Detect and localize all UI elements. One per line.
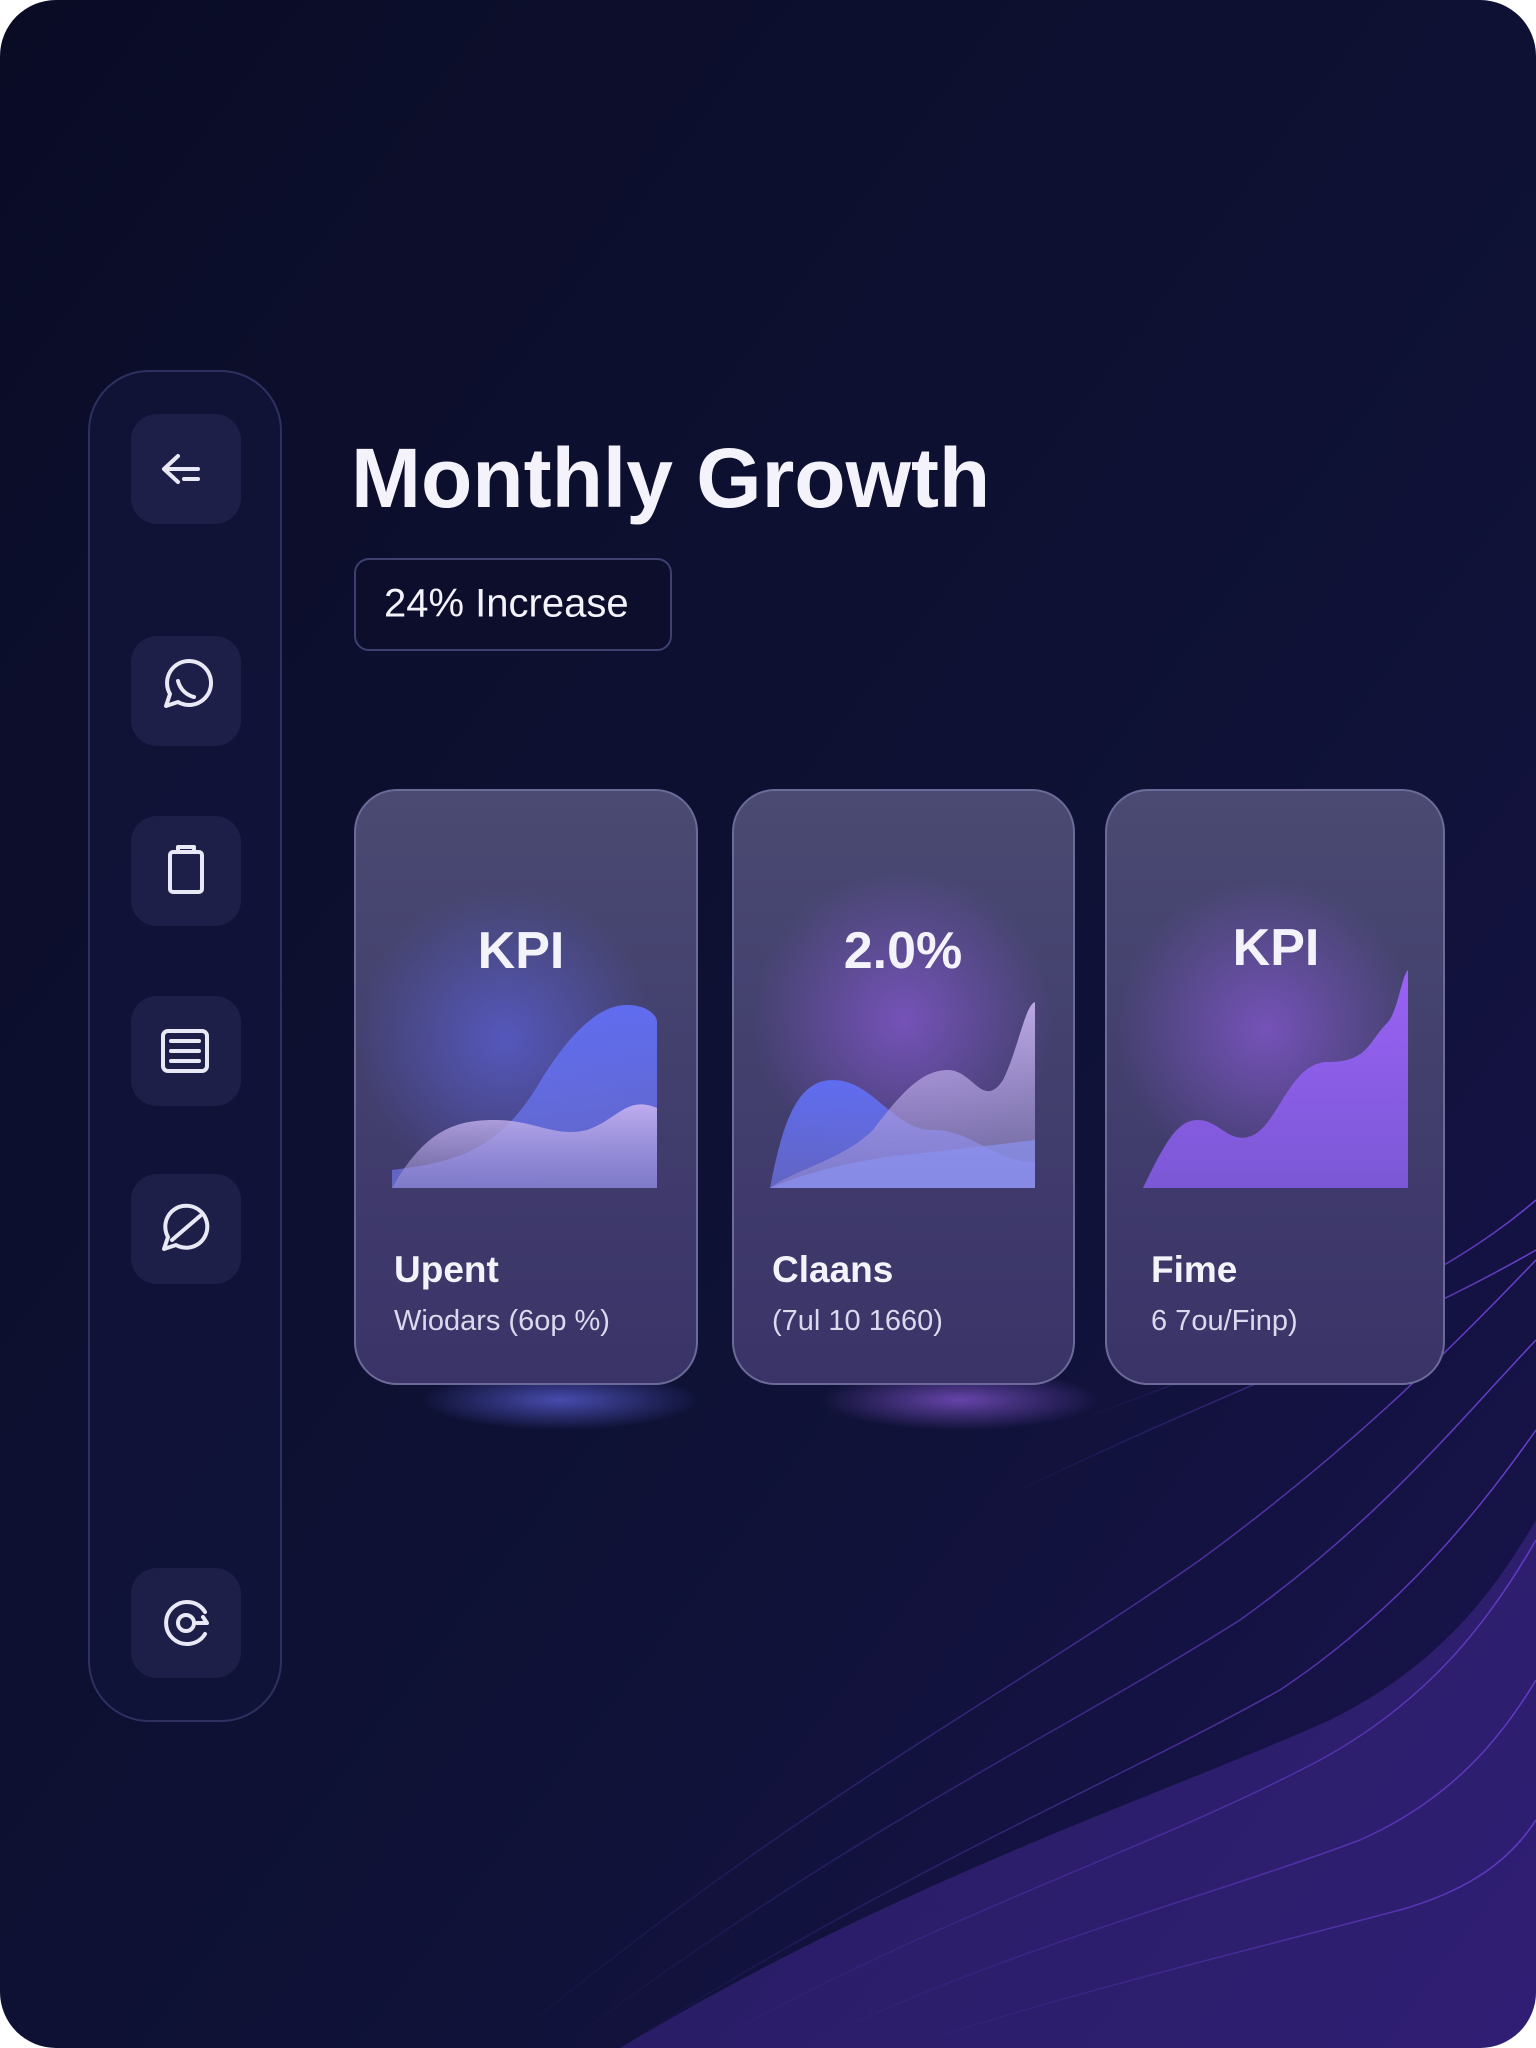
nav-chat[interactable] <box>131 636 241 746</box>
card-sub: 6 7ou/Finp) <box>1151 1305 1298 1337</box>
area-shape <box>770 1002 1035 1188</box>
area-shape <box>1143 970 1408 1188</box>
card[interactable]: KPI Fime 6 7ou/Finp) <box>1105 789 1445 1385</box>
area-shape <box>392 1104 657 1188</box>
card-label: Fime <box>1151 1249 1237 1290</box>
badge <box>354 558 672 651</box>
nav-refresh[interactable] <box>131 1568 241 1678</box>
card-sub: (7ul 10 1660) <box>772 1305 943 1337</box>
card[interactable]: KPI Upent Wiodars (6op %) <box>354 789 698 1385</box>
mesh-wave <box>499 1199 1536 2048</box>
card-headline: KPI <box>478 922 565 980</box>
page-title: Monthly Growth <box>351 431 990 525</box>
mesh-fill <box>620 1520 1536 2048</box>
nav-message[interactable] <box>131 1174 241 1284</box>
card-label: Claans <box>772 1249 893 1290</box>
card-sub: Wiodars (6op %) <box>394 1305 610 1337</box>
area-shape <box>770 1140 1035 1188</box>
nav-list[interactable] <box>131 996 241 1106</box>
card-label: Upent <box>394 1249 499 1290</box>
nav-clipboard[interactable] <box>131 816 241 926</box>
card-headline: 2.0% <box>844 922 963 980</box>
card-headline: KPI <box>1233 919 1320 977</box>
badge-text: 24% Increase <box>384 582 629 626</box>
nav-back[interactable] <box>131 414 241 524</box>
card[interactable]: 2.0% Claans (7ul 10 1660) <box>732 789 1075 1385</box>
